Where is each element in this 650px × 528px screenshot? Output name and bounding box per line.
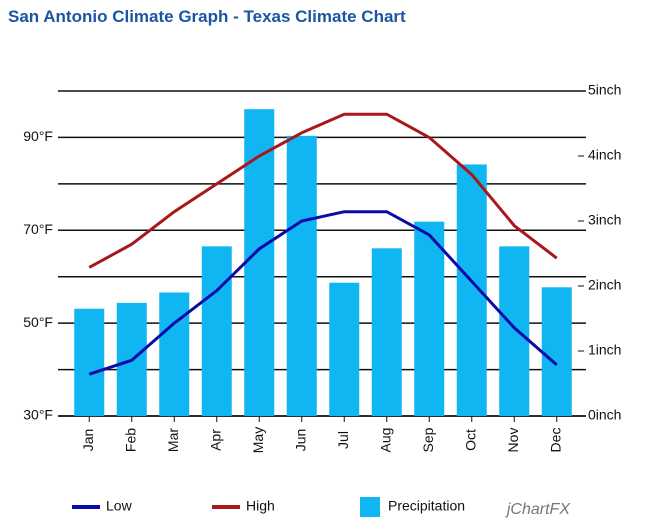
x-tick-label: Mar: [165, 428, 181, 452]
bar: [244, 109, 275, 416]
bar: [371, 248, 402, 416]
bar: [74, 308, 105, 416]
x-tick-label: May: [250, 427, 266, 453]
x-tick-label: Oct: [462, 429, 478, 451]
y-tick-label: 70°F: [23, 221, 53, 237]
y2-tick-label: 5inch: [588, 82, 621, 98]
bar: [499, 246, 530, 416]
x-tick-label: Jun: [292, 429, 308, 452]
bar: [414, 221, 445, 416]
y2-tick-label: 4inch: [588, 147, 621, 163]
x-tick-label: Jan: [80, 429, 96, 452]
legend-swatch: [360, 497, 380, 517]
x-tick-label: Nov: [505, 428, 521, 453]
bar: [201, 246, 232, 416]
bar: [159, 292, 190, 416]
branding: jChartFX: [505, 501, 571, 518]
y-tick-label: 30°F: [23, 407, 53, 423]
x-tick-label: Aug: [377, 428, 393, 453]
x-tick-label: Jul: [335, 431, 351, 449]
legend-label: Precipitation: [388, 498, 465, 514]
chart-title: San Antonio Climate Graph - Texas Climat…: [8, 7, 406, 26]
bar: [286, 135, 317, 416]
x-tick-label: Dec: [547, 428, 563, 453]
y-tick-label: 50°F: [23, 314, 53, 330]
x-tick-label: Apr: [207, 429, 223, 451]
x-tick-label: Sep: [420, 427, 436, 452]
y-tick-label: 90°F: [23, 128, 53, 144]
bar: [456, 164, 487, 416]
y2-tick-label: 0inch: [588, 407, 621, 423]
legend-label: Low: [106, 498, 133, 514]
y2-tick-label: 3inch: [588, 212, 621, 228]
x-tick-label: Feb: [122, 428, 138, 452]
legend-label: High: [246, 498, 275, 514]
bar: [541, 287, 572, 416]
line: [88, 112, 558, 269]
y2-tick-label: 1inch: [588, 342, 621, 358]
bar: [329, 282, 360, 416]
line: [88, 210, 558, 376]
y2-tick-label: 2inch: [588, 277, 621, 293]
